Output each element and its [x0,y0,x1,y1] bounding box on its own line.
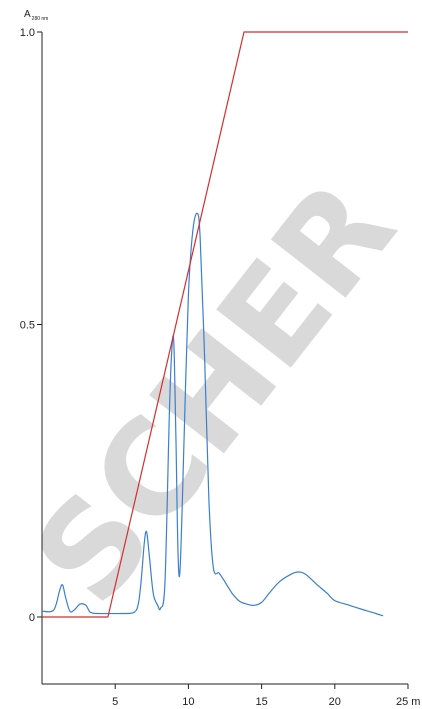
watermark: SCHER [5,154,422,631]
y-axis-title-subscript: 280 nm [32,16,49,22]
y-tick-label: 0 [29,612,35,624]
x-tick-label: 15 [255,696,267,708]
y-tick-label: 0.5 [20,320,35,332]
x-tick-label: 20 [329,696,341,708]
x-tick-label: 25 m [396,696,420,708]
y-tick-label: 1.0 [20,27,35,39]
y-axis-title: A280 nm [24,9,48,22]
watermark-text: SCHER [5,154,422,631]
series-group [41,31,408,618]
gradient-series-line [42,31,408,618]
axes-group [37,31,409,689]
x-tick-label: 5 [112,696,118,708]
labels-group: 0 0.5 1.0 5 10 15 20 25 m A280 nm [20,9,421,708]
absorbance-series-line [41,212,384,617]
x-tick-label: 10 [182,696,194,708]
y-axis-title-main: A [24,9,31,20]
